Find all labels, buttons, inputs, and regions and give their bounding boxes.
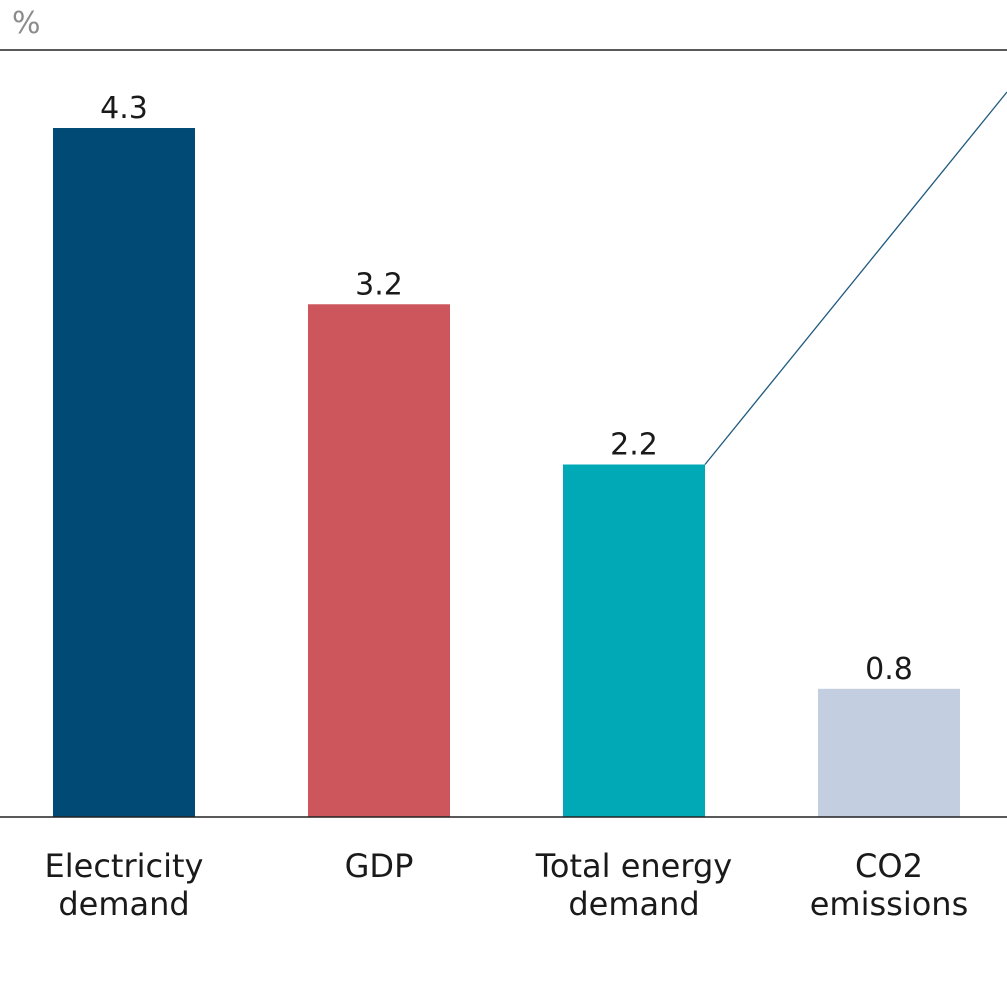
bar <box>563 464 705 817</box>
category-label: GDP <box>345 847 414 885</box>
value-labels-group: 4.3 3.2 2.2 0.8 <box>100 91 913 687</box>
bars-group <box>53 128 960 818</box>
connector-line <box>704 91 1007 465</box>
value-label: 3.2 <box>355 267 403 302</box>
value-label: 0.8 <box>865 652 913 687</box>
bar <box>308 304 450 817</box>
category-label: Total energy <box>535 847 732 885</box>
category-label: CO2 <box>855 847 923 885</box>
category-label: demand <box>568 885 699 923</box>
unit-label: % <box>12 6 41 41</box>
value-label: 2.2 <box>610 427 658 462</box>
bar <box>818 688 960 817</box>
category-label: emissions <box>810 885 969 923</box>
value-label: 4.3 <box>100 91 148 126</box>
bar <box>53 128 195 818</box>
category-label: demand <box>58 885 189 923</box>
category-label: Electricity <box>45 847 204 885</box>
